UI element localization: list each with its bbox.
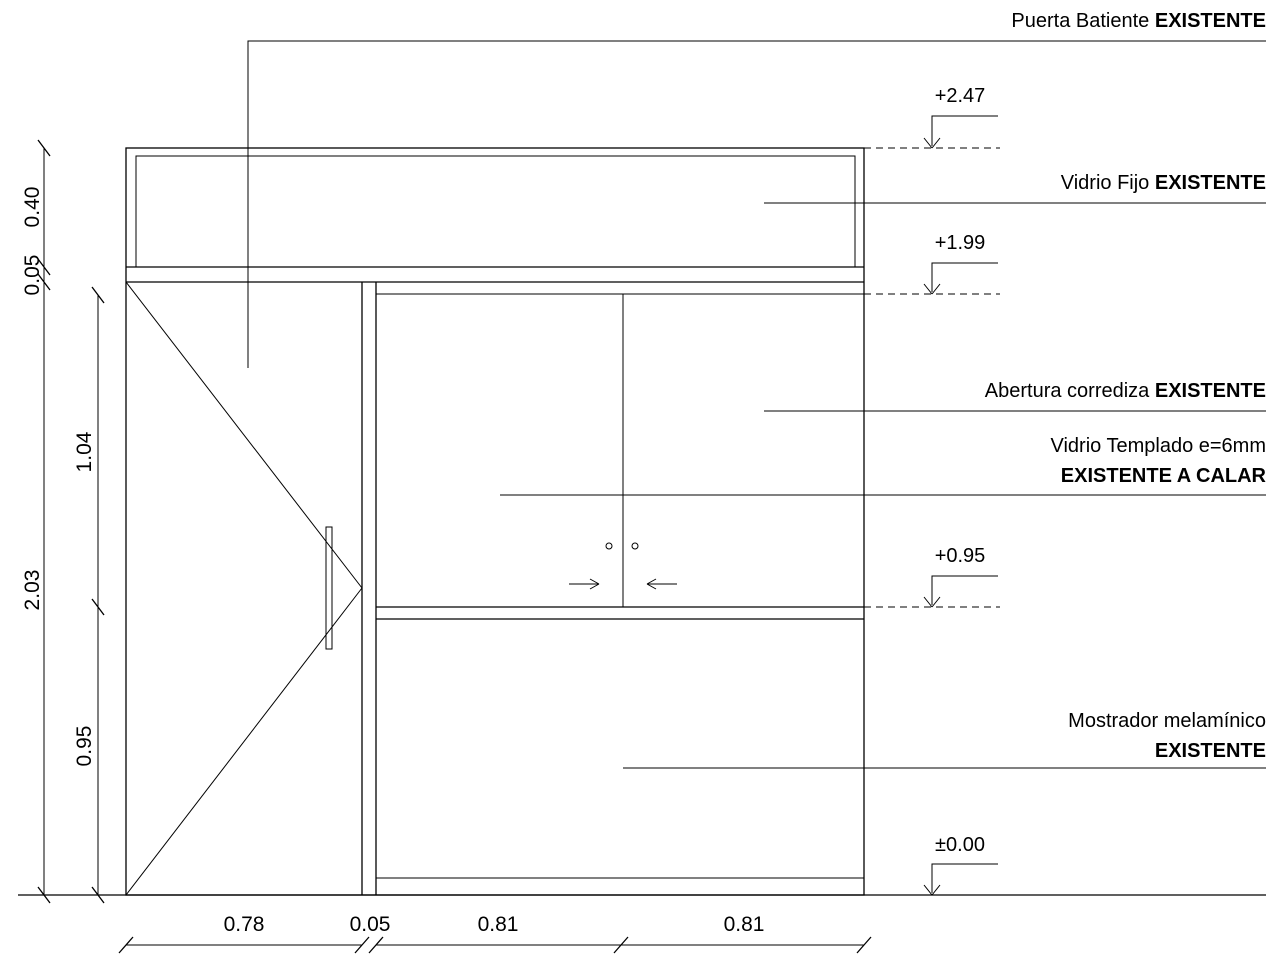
tick — [368, 936, 384, 954]
door-handle — [325, 526, 333, 650]
tick — [37, 273, 51, 291]
dim-text-104: 1.04 — [73, 431, 96, 472]
fixed-glass-panel — [135, 155, 856, 268]
dim-text-081-b: 0.81 — [724, 913, 765, 936]
tick — [37, 258, 51, 276]
dim-text-203: 2.03 — [21, 570, 44, 611]
door-swing-line-upper — [125, 281, 363, 589]
leader-puerta — [247, 40, 1266, 368]
level-top-text: +2.47 — [935, 85, 986, 107]
tick — [91, 598, 105, 616]
tick — [354, 936, 370, 954]
tick — [37, 139, 51, 157]
tick — [118, 936, 134, 954]
door-swing-line-lower — [125, 587, 363, 896]
label-vidrio-templado-1: Vidrio Templado e=6mm — [1051, 435, 1267, 457]
dim-text-081-a: 0.81 — [478, 913, 519, 936]
level-marker-floor — [923, 863, 998, 896]
dim-text-095-vertical: 0.95 — [73, 726, 96, 767]
tick — [856, 936, 872, 954]
dim-text-005-horizontal: 0.05 — [350, 913, 391, 936]
tick — [613, 936, 629, 954]
dim-text-040: 0.40 — [21, 187, 44, 228]
level-transom-text: +1.99 — [935, 232, 986, 254]
dim-text-078: 0.78 — [224, 913, 265, 936]
label-vidrio-fijo: Vidrio Fijo EXISTENTE — [1061, 172, 1266, 194]
level-marker-top — [864, 115, 1000, 149]
label-puerta: Puerta Batiente EXISTENTE — [1011, 10, 1266, 32]
label-abertura: Abertura corrediza EXISTENTE — [985, 380, 1266, 402]
level-counter-text: +0.95 — [935, 545, 986, 567]
dim-text-005-vertical: 0.05 — [21, 255, 44, 296]
label-vidrio-templado-2: EXISTENTE A CALAR — [1061, 465, 1267, 487]
label-mostrador-1: Mostrador melamínico — [1068, 710, 1266, 732]
level-marker-counter — [864, 575, 1000, 608]
level-floor-text: ±0.00 — [935, 834, 985, 856]
tick — [91, 286, 105, 304]
sliding-lock-left — [605, 542, 613, 550]
tick — [91, 886, 105, 904]
outer-frame — [125, 147, 865, 896]
arrow-right-icon — [569, 578, 600, 590]
label-mostrador-2: EXISTENTE — [1155, 740, 1266, 762]
level-marker-transom — [864, 262, 1000, 295]
tick — [37, 886, 51, 904]
arrow-left-icon — [646, 578, 677, 590]
sliding-lock-right — [631, 542, 639, 550]
